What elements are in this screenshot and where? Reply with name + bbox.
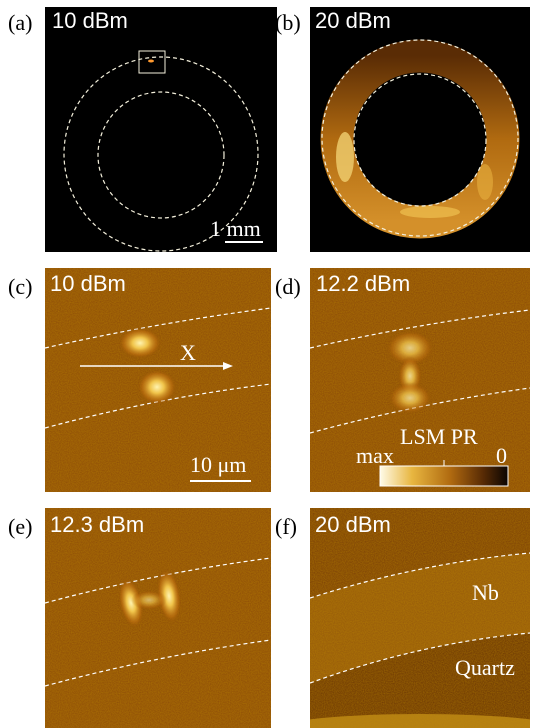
- panel-c-label: (c): [8, 274, 33, 299]
- panel-f-image: [310, 508, 530, 728]
- panel-a-scale-text: 1 mm: [210, 216, 261, 241]
- colorbar-min-label: 0: [496, 443, 507, 468]
- panel-c-power: 10 dBm: [50, 271, 126, 296]
- panel-e-label: (e): [8, 514, 33, 539]
- region-label-nb: Nb: [472, 580, 499, 605]
- panel-e-image: [45, 508, 271, 728]
- colorbar-max-label: max: [356, 443, 394, 468]
- region-label-quartz: Quartz: [455, 655, 515, 680]
- panel-b-power: 20 dBm: [315, 8, 391, 33]
- panel-c-image: [45, 268, 271, 492]
- panel-c-axis-label: X: [180, 340, 196, 365]
- panel-a-image: [45, 7, 277, 252]
- colorbar-title: LSM PR: [400, 424, 478, 449]
- panel-d-label: (d): [275, 274, 301, 299]
- panel-a-label: (a): [8, 10, 33, 35]
- panel-d-image: [310, 268, 530, 492]
- colorbar: [379, 465, 509, 487]
- panel-e-power: 12.3 dBm: [50, 512, 145, 537]
- panel-f-label: (f): [275, 514, 297, 539]
- panel-d-power: 12.2 dBm: [316, 271, 411, 296]
- spot-upper: [118, 327, 162, 359]
- spot-lower: [137, 369, 177, 405]
- panel-c-scale-text: 10 μm: [190, 452, 247, 477]
- panel-b-label: (b): [275, 10, 301, 35]
- hotspot: [148, 59, 154, 63]
- panel-a-ring-outline: [63, 50, 263, 252]
- panel-a-power: 10 dBm: [52, 8, 128, 33]
- panel-b-ring: [320, 39, 520, 239]
- panel-b-image: [310, 7, 530, 252]
- panel-f-power: 20 dBm: [315, 512, 391, 537]
